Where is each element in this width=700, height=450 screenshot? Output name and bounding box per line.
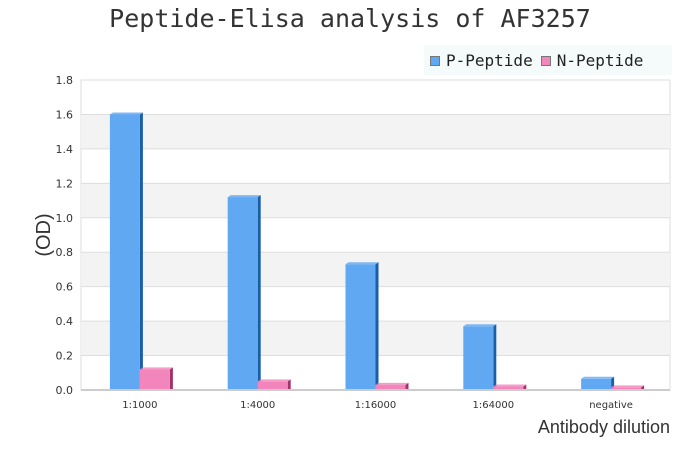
- y-tick-label: 1.2: [56, 177, 74, 190]
- bar-n-peptide: [257, 381, 288, 390]
- bar-side: [169, 367, 173, 390]
- bar-p-peptide: [345, 264, 376, 390]
- bar-side: [523, 384, 527, 390]
- x-tick-label: 1:4000: [240, 400, 275, 411]
- y-tick-label: 1.4: [56, 143, 74, 156]
- bar-top: [227, 195, 261, 198]
- legend-label: N-Peptide: [556, 50, 644, 70]
- bar-top: [257, 379, 291, 382]
- grid-band: [81, 183, 670, 218]
- bar-top: [139, 367, 173, 370]
- x-axis-label: Antibody dilution: [538, 417, 670, 437]
- legend-label: P-Peptide: [446, 50, 533, 70]
- y-tick-label: 0.8: [56, 246, 74, 259]
- bar-side: [641, 385, 645, 390]
- x-tick-label: 1:1000: [122, 400, 157, 411]
- y-tick-label: 0.2: [56, 350, 74, 363]
- legend-item-n: N-Peptide: [540, 50, 644, 70]
- bar-p-peptide: [463, 326, 494, 390]
- bar-side: [287, 379, 291, 390]
- bar-side: [493, 324, 497, 390]
- legend-item-p: P-Peptide: [430, 51, 533, 70]
- bar-top: [345, 262, 379, 265]
- bar-top: [493, 384, 527, 387]
- bar-n-peptide: [375, 384, 406, 390]
- y-axis-label: (OD): [33, 213, 55, 256]
- legend: P-Peptide N-Peptide: [424, 45, 672, 75]
- bar-top: [375, 382, 409, 385]
- y-tick-label: 1.8: [56, 74, 74, 87]
- legend-swatch: [540, 56, 551, 66]
- bar-p-peptide: [227, 197, 258, 390]
- bar-n-peptide: [139, 369, 170, 390]
- bar-top: [581, 376, 615, 379]
- x-tick-label: 1:16000: [355, 400, 397, 411]
- legend-swatch: [430, 56, 440, 66]
- bar-top: [611, 385, 645, 388]
- bar-side: [139, 112, 143, 390]
- bar-top: [463, 324, 497, 327]
- x-tick-label: 1:64000: [473, 400, 515, 411]
- y-tick-label: 0.0: [56, 384, 74, 397]
- bar-n-peptide: [493, 386, 524, 390]
- y-tick-label: 0.4: [56, 315, 74, 328]
- x-tick-label: negative: [589, 400, 633, 411]
- bar-p-peptide: [109, 114, 140, 390]
- y-tick-label: 1.0: [56, 212, 74, 225]
- bar-side: [405, 382, 409, 390]
- grid-band: [81, 114, 670, 149]
- y-tick-label: 1.6: [56, 108, 74, 121]
- chart-title: Peptide-Elisa analysis of AF3257: [109, 4, 591, 33]
- bar-p-peptide: [581, 378, 612, 390]
- y-tick-label: 0.6: [56, 281, 74, 294]
- bar-side: [257, 195, 261, 390]
- bar-side: [375, 262, 379, 390]
- bar-n-peptide: [611, 387, 642, 390]
- bar-top: [109, 112, 143, 115]
